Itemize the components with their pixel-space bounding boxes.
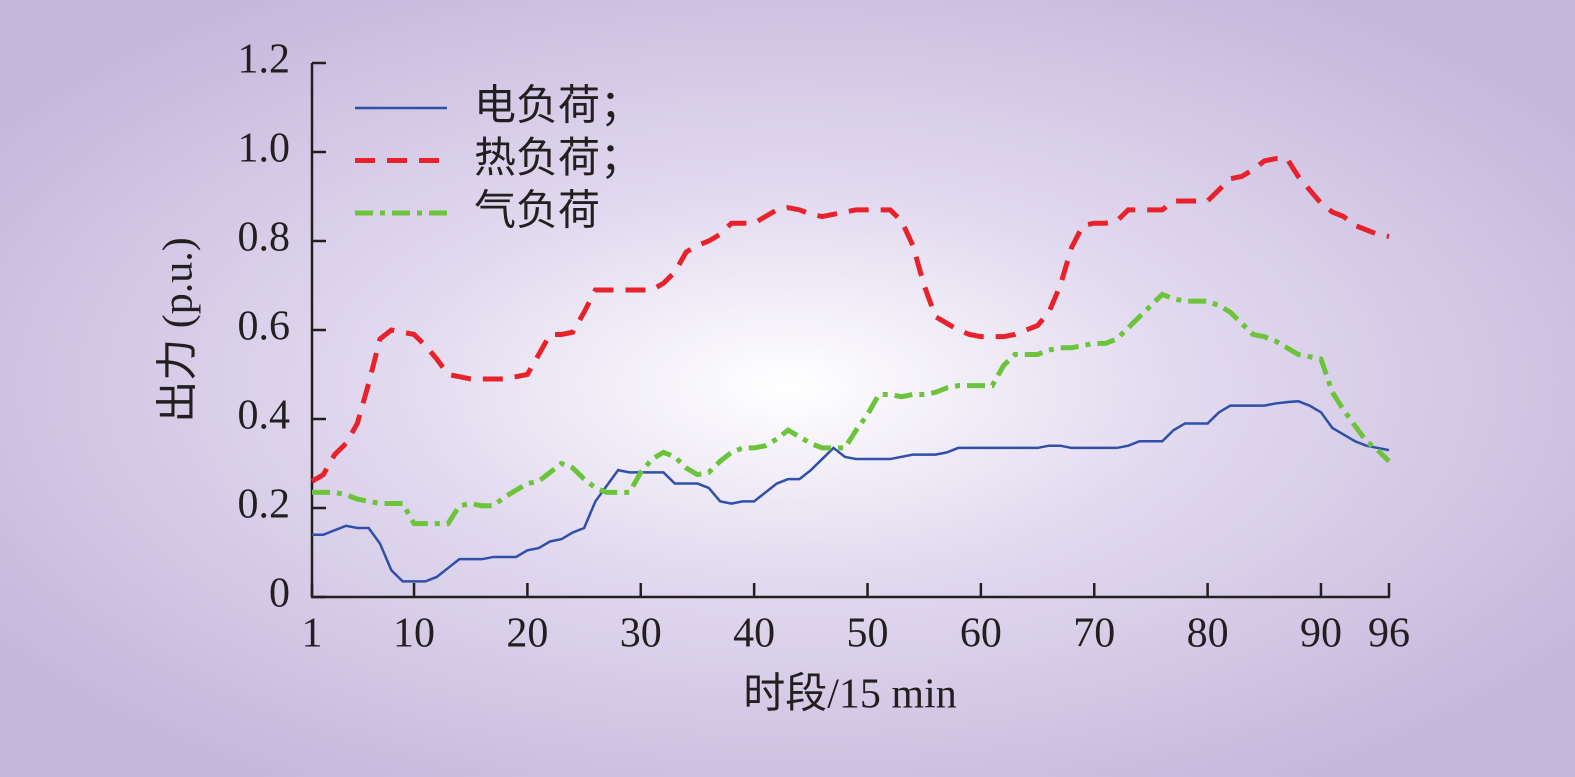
legend-label: 气负荷	[474, 189, 600, 235]
data-line	[310, 156, 1390, 484]
x-tick-label: 40	[733, 611, 775, 657]
x-tick-label: 96	[1368, 611, 1410, 657]
y-tick-label: 0.8	[238, 215, 291, 261]
x-tick-label: 30	[620, 611, 662, 657]
legend-label: 电负荷；	[474, 84, 642, 130]
x-tick-label: 80	[1187, 611, 1229, 657]
x-tick-label: 1	[302, 611, 323, 657]
x-tick-label: 60	[960, 611, 1002, 657]
x-tick-label: 90	[1300, 611, 1342, 657]
data-line	[312, 291, 1391, 527]
y-tick-label: 1.0	[238, 126, 291, 172]
y-tick-label: 1.2	[238, 37, 291, 83]
data-line	[312, 399, 1390, 583]
y-tick-label: 0.6	[238, 304, 291, 350]
y-tick-label: 0	[269, 571, 290, 617]
x-tick-label: 50	[847, 611, 889, 657]
y-tick-label: 0.2	[238, 482, 291, 528]
legend-label: 热负荷；	[474, 136, 642, 182]
y-axis-label: 出力 (p.u.)	[156, 237, 202, 422]
x-tick-label: 70	[1073, 611, 1115, 657]
x-axis-label: 时段/15 min	[743, 672, 957, 718]
x-tick-label: 20	[506, 611, 548, 657]
x-tick-label: 10	[393, 611, 435, 657]
y-tick-label: 0.4	[238, 393, 291, 439]
